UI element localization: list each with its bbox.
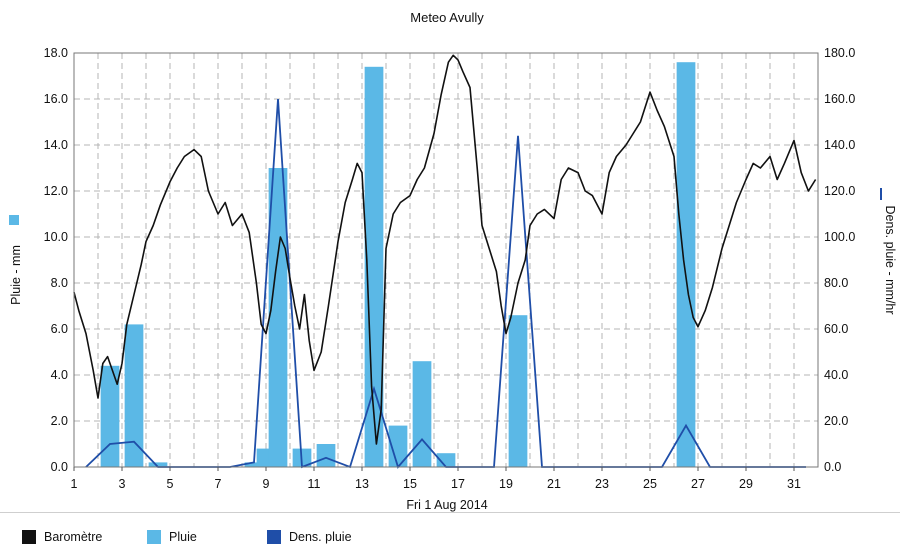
x-tick-label: 31 bbox=[787, 477, 801, 491]
legend-swatch bbox=[147, 530, 161, 544]
y-left-axis-swatch bbox=[9, 215, 19, 225]
pluie-bar bbox=[364, 66, 384, 468]
x-tick-label: 7 bbox=[215, 477, 222, 491]
y-right-tick-label: 60.0 bbox=[824, 322, 848, 336]
x-tick-label: 25 bbox=[643, 477, 657, 491]
pluie-bar bbox=[676, 62, 696, 467]
pluie-bar bbox=[412, 361, 432, 467]
x-tick-label: 29 bbox=[739, 477, 753, 491]
chart-title: Meteo Avully bbox=[410, 10, 484, 25]
y-left-tick-label: 0.0 bbox=[51, 460, 68, 474]
y-left-tick-label: 18.0 bbox=[44, 46, 68, 60]
pluie-bar bbox=[100, 365, 120, 467]
x-tick-label: 3 bbox=[119, 477, 126, 491]
grid bbox=[74, 53, 818, 467]
barometre-line bbox=[73, 54, 817, 445]
chart: Meteo Avully 1 3 5 7 9 11 13 15 17 19 21 23 25 27 29 31… bbox=[9, 10, 897, 512]
legend-label: Baromètre bbox=[44, 530, 103, 544]
legend-item-barometre: Baromètre bbox=[22, 529, 102, 545]
x-tick-label: 15 bbox=[403, 477, 417, 491]
x-tick-label: 9 bbox=[263, 477, 270, 491]
y-right-tick-label: 140.0 bbox=[824, 138, 855, 152]
pluie-bar bbox=[436, 453, 456, 467]
y-right-axis-label: Dens. pluie - mm/hr bbox=[883, 205, 897, 314]
legend-label: Dens. pluie bbox=[289, 530, 352, 544]
x-tick-label: 11 bbox=[308, 477, 321, 491]
x-tick-label: 23 bbox=[595, 477, 609, 491]
y-right-tick-label: 40.0 bbox=[824, 368, 848, 382]
pluie-bar bbox=[244, 462, 264, 467]
plot-frame bbox=[73, 52, 819, 468]
legend-swatch bbox=[22, 530, 36, 544]
y-right-tick-label: 180.0 bbox=[824, 46, 855, 60]
legend-label: Pluie bbox=[169, 530, 197, 544]
legend-swatch bbox=[267, 530, 281, 544]
y-right-tick-label: 0.0 bbox=[824, 460, 841, 474]
x-tick-label: 19 bbox=[499, 477, 513, 491]
y-left-tick-label: 6.0 bbox=[51, 322, 68, 336]
y-right-tick-label: 80.0 bbox=[824, 276, 848, 290]
pluie-bar bbox=[388, 425, 408, 467]
y-left-axis-label: Pluie - mm bbox=[9, 245, 23, 305]
legend-item-dens-pluie: Dens. pluie bbox=[267, 529, 352, 545]
y-right-tick-label: 100.0 bbox=[824, 230, 855, 244]
x-tick-label: 5 bbox=[167, 477, 174, 491]
y-left-tick-label: 2.0 bbox=[51, 414, 68, 428]
legend-item-pluie: Pluie bbox=[147, 529, 197, 545]
x-tick-label: 27 bbox=[691, 477, 705, 491]
y-left-tick-label: 10.0 bbox=[44, 230, 68, 244]
pluie-bar bbox=[508, 315, 528, 467]
x-tick-label: 17 bbox=[451, 477, 465, 491]
y-left-tick-label: 12.0 bbox=[44, 184, 68, 198]
axes: 1 3 5 7 9 11 13 15 17 19 21 23 25 27 29 310.02.04.06.08… bbox=[44, 46, 856, 491]
barometre-series bbox=[73, 54, 817, 445]
x-tick-label: 21 bbox=[547, 477, 561, 491]
y-left-tick-label: 14.0 bbox=[44, 138, 68, 152]
y-left-tick-label: 16.0 bbox=[44, 92, 68, 106]
pluie-bars bbox=[100, 62, 696, 468]
y-left-tick-label: 8.0 bbox=[51, 276, 68, 290]
y-left-tick-label: 4.0 bbox=[51, 368, 68, 382]
y-right-tick-label: 20.0 bbox=[824, 414, 848, 428]
pluie-bar bbox=[316, 444, 336, 467]
legend: Baromètre Pluie Dens. pluie bbox=[0, 512, 900, 557]
x-axis-label: Fri 1 Aug 2014 bbox=[406, 498, 487, 512]
x-tick-label: 1 bbox=[71, 477, 78, 491]
x-tick-label: 13 bbox=[355, 477, 369, 491]
y-right-tick-label: 160.0 bbox=[824, 92, 855, 106]
pluie-bar bbox=[148, 462, 168, 467]
pluie-bar bbox=[124, 324, 144, 467]
y-right-tick-label: 120.0 bbox=[824, 184, 855, 198]
